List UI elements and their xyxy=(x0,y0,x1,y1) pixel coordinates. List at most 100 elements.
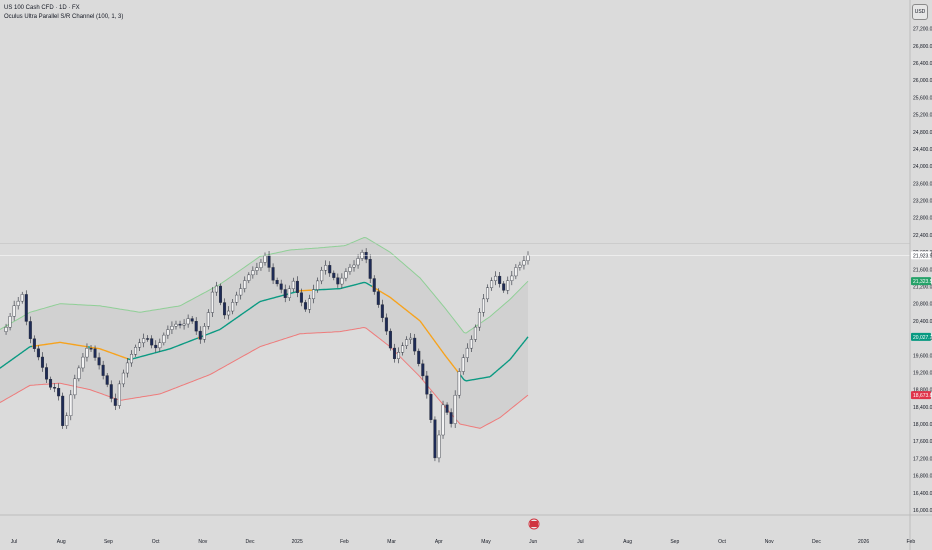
candle-body xyxy=(190,318,194,322)
time-tick-label: Nov xyxy=(198,539,207,545)
midline-segment xyxy=(107,351,111,354)
midline-segment xyxy=(525,336,529,340)
midline-segment xyxy=(501,364,505,367)
candle-body xyxy=(352,264,356,268)
midline-segment xyxy=(449,361,453,365)
candle-body xyxy=(441,404,445,436)
midline-segment xyxy=(395,301,399,305)
midline-segment xyxy=(265,298,269,301)
currency-button[interactable]: USD xyxy=(912,4,928,20)
midline-segment xyxy=(281,294,285,297)
midline-segment xyxy=(105,350,109,353)
midline-segment xyxy=(111,352,115,355)
candle-body xyxy=(4,327,8,332)
midline-segment xyxy=(417,318,421,322)
time-tick-label: Oct xyxy=(152,539,160,545)
midline-segment xyxy=(495,369,499,373)
candle-body xyxy=(263,255,267,263)
candle-body xyxy=(376,291,380,305)
midline-segment xyxy=(463,379,467,382)
time-tick-label: Aug xyxy=(623,539,632,545)
candle-body xyxy=(324,265,328,271)
time-tick-label: Jul xyxy=(577,539,583,545)
price-tick-label: 18,400.00 xyxy=(913,405,932,411)
candle-body xyxy=(287,288,291,298)
midline-segment xyxy=(195,337,199,340)
candle-body xyxy=(138,342,142,348)
midline-segment xyxy=(213,330,217,333)
midline-segment xyxy=(179,343,183,346)
candle-body xyxy=(312,289,316,300)
midline-segment xyxy=(167,348,171,351)
candle-body xyxy=(522,260,526,266)
candle-body xyxy=(61,395,65,426)
channel-lines xyxy=(0,236,529,429)
midline-segment xyxy=(369,284,373,288)
midline-segment xyxy=(443,353,447,357)
candle-body xyxy=(8,316,12,328)
candle-body xyxy=(336,277,340,285)
midline-segment xyxy=(175,345,179,348)
midline-segment xyxy=(19,351,23,355)
candle-body xyxy=(89,348,93,350)
price-tick-label: 18,000.00 xyxy=(913,422,932,428)
midline-segment xyxy=(451,363,455,368)
candle-body xyxy=(113,398,117,406)
time-tick-label: Aug xyxy=(57,539,66,545)
midline-segment xyxy=(461,376,465,381)
midline-segment xyxy=(255,302,259,305)
midline-segment xyxy=(387,295,391,298)
indicator-title[interactable]: Oculus Ultra Parallel S/R Channel (100, … xyxy=(4,14,124,20)
midline-segment xyxy=(355,283,359,286)
midline-segment xyxy=(269,297,273,300)
midline-segment xyxy=(153,351,157,354)
candle-body xyxy=(109,384,113,399)
time-tick-label: Nov xyxy=(765,539,774,545)
candle-body xyxy=(437,434,441,459)
midline-segment xyxy=(359,282,363,285)
midline-segment xyxy=(513,351,517,355)
time-tick-label: Dec xyxy=(812,539,821,545)
candle-body xyxy=(142,338,146,344)
candle-body xyxy=(40,356,44,368)
midline-segment xyxy=(441,350,445,355)
time-tick-label: May xyxy=(481,539,491,545)
midline-segment xyxy=(447,358,451,363)
time-tick-label: Sep xyxy=(670,539,679,545)
candle-body xyxy=(445,404,449,413)
midline-segment xyxy=(159,350,163,353)
midline-segment xyxy=(263,299,267,302)
midline-segment xyxy=(193,338,197,341)
midline-segment xyxy=(259,300,263,303)
price-tick-label: 24,800.00 xyxy=(913,130,932,136)
midline-segment xyxy=(191,338,195,341)
chart-legend: US 100 Cash CFD · 1D · FX Oculus Ultra P… xyxy=(4,4,123,22)
candle-body xyxy=(49,378,53,388)
time-axis[interactable]: Jul Aug Sep Oct Nov Dec 2025 Feb Mar Apr May Jun Jul… xyxy=(11,539,916,545)
midline-segment xyxy=(251,305,255,308)
candle-body xyxy=(449,412,453,424)
symbol-title[interactable]: US 100 Cash CFD · 1D · FX xyxy=(4,5,80,11)
price-tick-label: 21,600.00 xyxy=(913,267,932,273)
candle-body xyxy=(251,270,255,276)
candle-body xyxy=(348,266,352,272)
candle-body xyxy=(202,326,206,340)
price-tick-label: 26,400.00 xyxy=(913,61,932,67)
midline-segment xyxy=(247,307,251,311)
event-marker[interactable] xyxy=(528,518,540,530)
midline-segment xyxy=(493,371,497,374)
last-price-line xyxy=(0,243,910,256)
midline-segment xyxy=(135,356,139,359)
price-tick-label: 16,400.00 xyxy=(913,491,932,497)
candle-body xyxy=(85,348,89,358)
candle-body xyxy=(295,280,299,293)
midline-segment xyxy=(489,374,493,378)
midline-segment xyxy=(165,348,169,351)
candle-body xyxy=(397,352,401,359)
midline-segment xyxy=(123,356,127,359)
candle-body xyxy=(372,278,376,292)
price-tick-label: 25,200.00 xyxy=(913,113,932,119)
time-tick-label: Feb xyxy=(340,539,349,545)
